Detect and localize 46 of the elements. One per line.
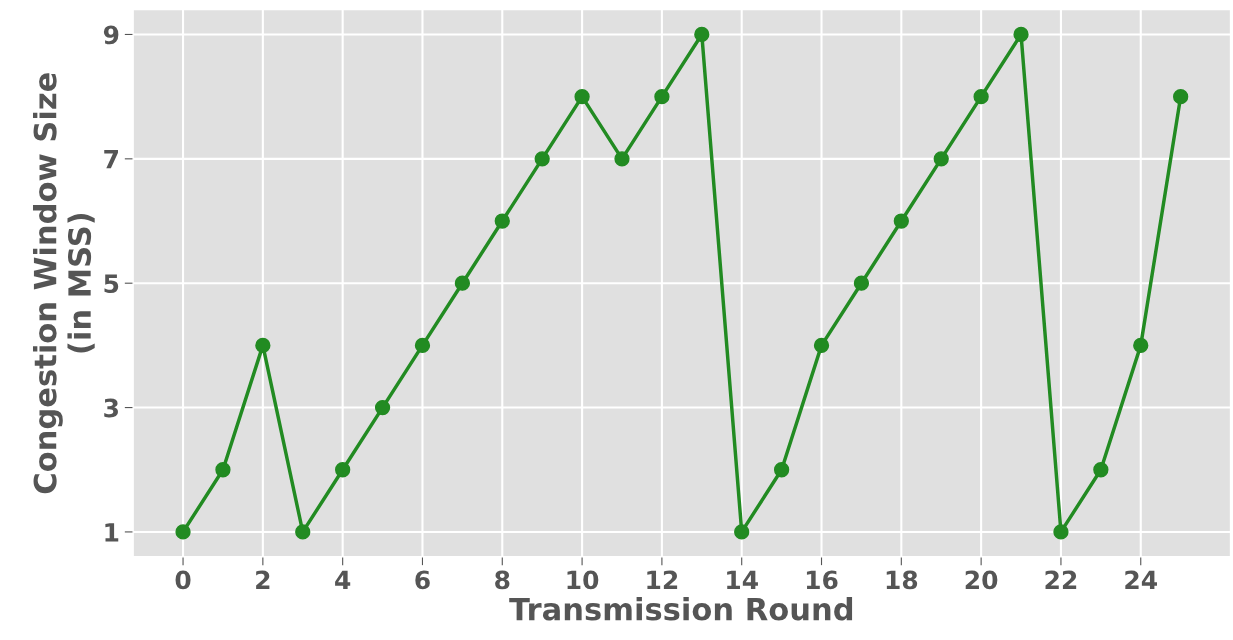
x-axis-title: Transmission Round bbox=[509, 596, 853, 621]
point bbox=[813, 337, 830, 354]
point bbox=[1173, 89, 1189, 105]
point bbox=[175, 524, 191, 540]
point bbox=[1013, 26, 1029, 43]
point bbox=[255, 337, 271, 354]
x-tick-label: 8 bbox=[495, 570, 510, 590]
point bbox=[1053, 524, 1069, 540]
x-tick-label: 16 bbox=[806, 570, 838, 590]
point bbox=[574, 89, 590, 105]
point bbox=[973, 89, 989, 105]
y-axis-title: Congestion Window Size (in MSS) bbox=[32, 73, 95, 494]
point bbox=[734, 524, 750, 540]
x-tick-label: 24 bbox=[1125, 570, 1157, 589]
x-tick-label: 10 bbox=[567, 570, 599, 590]
x-tick-label: 6 bbox=[415, 570, 430, 590]
point bbox=[654, 89, 670, 105]
point bbox=[494, 213, 510, 229]
y-tick-label: 5 bbox=[104, 274, 119, 294]
y-tick-label: 1 bbox=[105, 523, 119, 542]
point bbox=[614, 151, 630, 167]
x-tick-label: 20 bbox=[965, 570, 998, 590]
point bbox=[414, 337, 431, 354]
point bbox=[215, 462, 231, 478]
point bbox=[335, 462, 351, 478]
point bbox=[893, 213, 909, 229]
x-tick-label: 2 bbox=[256, 570, 270, 589]
x-tick-label: 4 bbox=[335, 570, 351, 589]
x-tick-label: 18 bbox=[886, 570, 918, 590]
point bbox=[534, 151, 550, 167]
point bbox=[454, 275, 471, 291]
point bbox=[933, 151, 949, 167]
point bbox=[853, 275, 870, 291]
y-tick-label: 3 bbox=[104, 398, 118, 418]
point bbox=[1093, 462, 1109, 478]
point bbox=[374, 399, 391, 416]
y-tick-label: 7 bbox=[104, 150, 118, 169]
point bbox=[773, 462, 790, 478]
x-tick-label: 12 bbox=[647, 570, 678, 589]
x-tick-label: 14 bbox=[727, 570, 758, 589]
point bbox=[694, 26, 710, 43]
x-tick-label: 22 bbox=[1045, 570, 1077, 589]
x-tick-label: 0 bbox=[175, 570, 191, 590]
y-tick-label: 9 bbox=[103, 25, 119, 45]
point bbox=[295, 524, 311, 540]
point bbox=[1133, 337, 1149, 354]
